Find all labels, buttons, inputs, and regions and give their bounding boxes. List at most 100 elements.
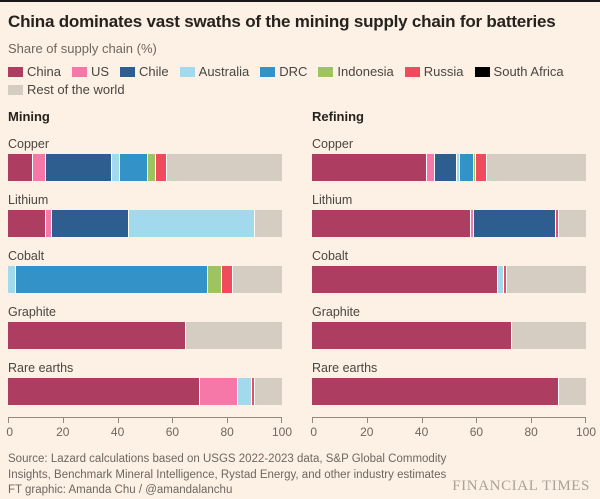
bar-label: Copper: [312, 137, 353, 151]
charts: Mining Copper Lithium Cobalt Graphite Rare ea…: [6, 109, 596, 442]
bar-segment-drc: [459, 154, 474, 181]
axis-tick-label: 80: [220, 425, 234, 439]
bar-segment-rest-of-the-world: [506, 266, 586, 293]
axis-tick-label: 80: [524, 425, 538, 439]
panel-title: Mining: [8, 109, 50, 124]
bar-row-cobalt: Cobalt: [8, 249, 282, 293]
legend-label: China: [27, 64, 61, 79]
bar-segment-indonesia: [473, 154, 477, 181]
legend-item-australia: Australia: [179, 64, 250, 79]
x-axis: 0 20 40 60 80 100: [6, 417, 292, 442]
legend-swatch-rest-of-the-world: [8, 84, 23, 95]
bar-segment-indonesia: [147, 154, 156, 181]
bar-row-copper: Copper: [312, 137, 586, 181]
legend-swatch-china: [8, 66, 23, 77]
legend-label: DRC: [279, 64, 308, 79]
legend-label: Australia: [198, 64, 250, 79]
axis-tick: [281, 418, 282, 423]
stacked-bar: [312, 210, 586, 237]
bar-row-rare-earths: Rare earths: [312, 361, 586, 405]
bar-row-copper: Copper: [8, 137, 282, 181]
legend-swatch-indonesia: [318, 66, 334, 77]
bar-label: Rare earths: [312, 361, 378, 375]
bar-segment-chile: [435, 154, 458, 181]
stacked-bar: [312, 154, 586, 181]
axis-tick: [312, 418, 313, 423]
legend-item-us: US: [71, 64, 109, 79]
legend-item-rest-of-the-world: Rest of the world: [8, 82, 125, 97]
panel-refining: Refining Copper Lithium Cobalt Graphite Rare …: [310, 109, 596, 442]
bar-segment-china: [312, 266, 499, 293]
bar-label: Copper: [8, 137, 49, 151]
bar-segment-rest-of-the-world: [512, 322, 586, 349]
bar-segment-drc: [16, 266, 209, 293]
stacked-bar: [312, 266, 586, 293]
axis-tick-label: 60: [469, 425, 484, 439]
bar-segment-russia: [503, 266, 507, 293]
legend-swatch-us: [71, 66, 87, 77]
legend-swatch-south-africa: [474, 66, 490, 77]
stacked-bar: [8, 322, 282, 349]
bar-label: Graphite: [312, 305, 360, 319]
bar-segment-australia: [498, 266, 504, 293]
bar-label: Lithium: [8, 193, 49, 207]
axis-tick-label: 20: [56, 425, 70, 439]
axis-tick: [366, 418, 368, 423]
stacked-bar: [8, 210, 282, 237]
legend-swatch-drc: [260, 66, 276, 77]
bar-segment-china: [8, 322, 187, 349]
bar-segment-china: [312, 322, 513, 349]
stacked-bar: [8, 154, 282, 181]
stacked-bar: [312, 322, 586, 349]
bar-segment-rest-of-the-world: [254, 378, 282, 405]
bar-segment-us: [32, 154, 47, 181]
legend-item-indonesia: Indonesia: [318, 64, 394, 79]
bar-segment-russia: [155, 154, 167, 181]
bar-label: Cobalt: [8, 249, 45, 263]
stacked-bar: [8, 266, 282, 293]
legend-swatch-russia: [404, 66, 420, 77]
axis-tick-label: 100: [575, 425, 597, 439]
bar-segment-australia: [128, 210, 255, 237]
axis-tick-label: 40: [110, 425, 125, 439]
bar-segment-chile: [473, 210, 556, 237]
stacked-bar: [8, 378, 282, 405]
axis-tick: [227, 418, 229, 423]
bar-segment-rest-of-the-world: [558, 210, 586, 237]
bar-label: Lithium: [312, 193, 353, 207]
bar-segment-china: [8, 378, 200, 405]
axis-tick: [8, 418, 9, 423]
bar-segment-australia: [112, 154, 121, 181]
bar-label: Rare earths: [8, 361, 74, 375]
bar-segment-rest-of-the-world: [186, 322, 282, 349]
bar-segment-rest-of-the-world: [558, 378, 586, 405]
page-title: China dominates vast swaths of the minin…: [8, 12, 556, 31]
bar-row-lithium: Lithium: [312, 193, 586, 237]
axis-tick-label: 60: [165, 425, 180, 439]
legend-item-south-africa: South Africa: [474, 64, 564, 79]
axis-tick-label: 20: [360, 425, 374, 439]
legend: China US Chile Australia DRC Indonesia Russia S…: [8, 64, 568, 97]
legend-swatch-chile: [120, 66, 136, 77]
bar-row-lithium: Lithium: [8, 193, 282, 237]
bar-segment-rest-of-the-world: [232, 266, 282, 293]
x-axis: 0 20 40 60 80 100: [310, 417, 596, 442]
bar-row-graphite: Graphite: [312, 305, 586, 349]
panel-title: Refining: [312, 109, 364, 124]
axis-tick: [531, 418, 533, 423]
bar-segment-china: [8, 210, 47, 237]
legend-item-china: China: [8, 64, 61, 79]
bar-segment-australia: [238, 378, 252, 405]
bar-segment-russia: [251, 378, 255, 405]
axis-tick: [476, 418, 478, 423]
panel-mining: Mining Copper Lithium Cobalt Graphite Rare ea…: [6, 109, 292, 442]
bar-segment-china: [312, 154, 428, 181]
footer: Source: Lazard calculations based on USG…: [8, 452, 590, 499]
bar-segment-chile: [46, 154, 113, 181]
axis-tick: [62, 418, 64, 423]
bar-segment-russia: [476, 154, 488, 181]
legend-label: Russia: [423, 64, 464, 79]
bar-label: Cobalt: [312, 249, 349, 263]
bar-segment-us: [470, 210, 474, 237]
axis-tick: [172, 418, 174, 423]
